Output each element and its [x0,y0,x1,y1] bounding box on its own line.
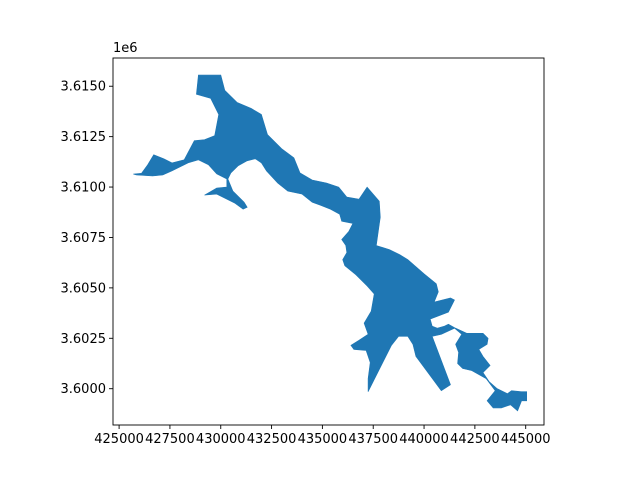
x-axis: 425000 427500 430000 432500 435000 437500 4400… [94,425,551,447]
x-tick-label: 425000 [94,432,144,447]
axes-frame [112,57,545,426]
y-offset-label: 1e6 [113,41,138,56]
axes-spine [112,57,545,426]
x-tick-label: 442500 [450,432,500,447]
x-tick-label: 445000 [501,432,551,447]
lake-polygon [133,74,528,412]
x-tick-label: 440000 [399,432,449,447]
plot-area [133,74,528,412]
x-tick-label: 432500 [247,432,297,447]
y-tick-label: 3.6100 [61,181,107,196]
y-tick-label: 3.6050 [61,281,107,296]
y-tick-label: 3.6000 [61,382,107,397]
y-tick-label: 3.6150 [61,80,107,95]
y-axis: 3.6000 3.6025 3.6050 3.6075 3.6100 3.6125 3.61… [61,80,113,397]
y-tick-label: 3.6125 [61,130,107,145]
x-tick-label: 437500 [348,432,398,447]
x-tick-label: 427500 [145,432,195,447]
x-tick-label: 435000 [298,432,348,447]
x-tick-label: 430000 [196,432,246,447]
y-tick-label: 3.6075 [61,231,107,246]
y-tick-label: 3.6025 [61,332,107,347]
